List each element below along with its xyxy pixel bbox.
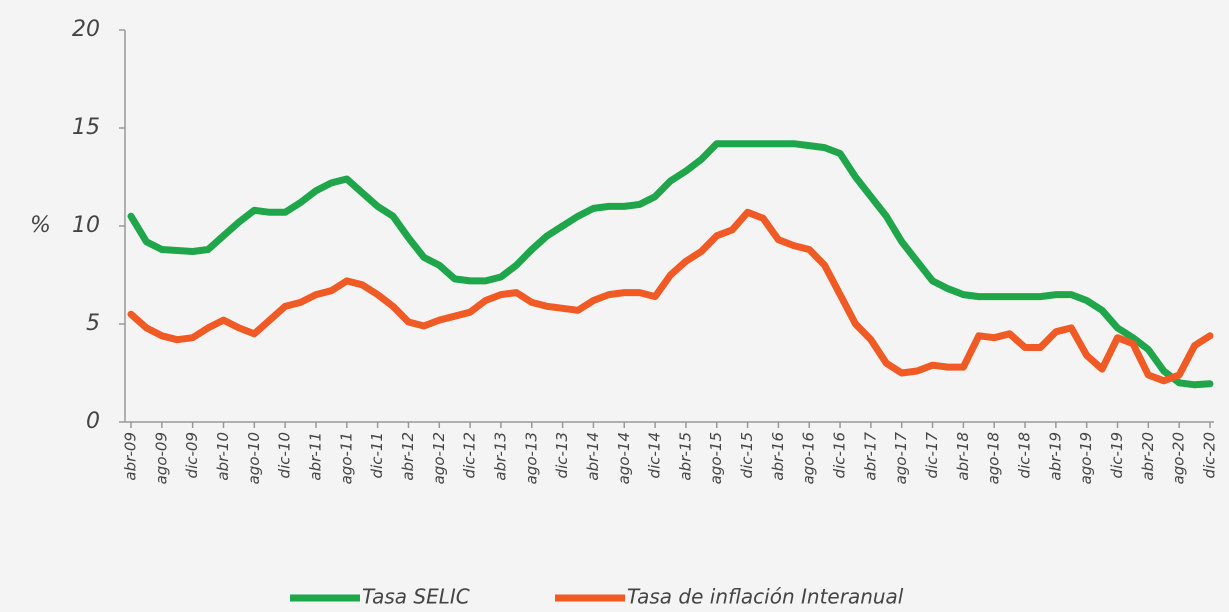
legend-label: Tasa de inflación Interanual (627, 585, 904, 609)
y-tick-label: 10 (72, 213, 100, 238)
x-tick-label: dic-19 (1108, 432, 1126, 478)
x-tick-label: ago-17 (892, 432, 910, 485)
x-tick-label: ago-20 (1170, 432, 1188, 484)
series-line (127, 208, 1214, 385)
x-tick-label: abr-13 (491, 432, 509, 481)
x-tick-label: ago-09 (152, 432, 170, 484)
y-tick-label: 15 (72, 115, 100, 140)
x-tick-label: abr-19 (1046, 432, 1064, 481)
x-tick-label: abr-16 (769, 432, 787, 481)
x-tick-label: dic-11 (368, 432, 386, 478)
x-tick-label: abr-10 (214, 432, 232, 481)
x-tick-label: dic-20 (1201, 432, 1219, 478)
x-tick-label: ago-11 (337, 432, 355, 484)
y-tick-label: 20 (72, 17, 100, 42)
x-tick-label: abr-20 (1139, 432, 1157, 481)
x-tick-label: abr-17 (861, 432, 879, 481)
x-tick-label: ago-14 (615, 432, 633, 484)
x-tick-label: abr-11 (306, 432, 324, 481)
x-tick-label: ago-10 (245, 432, 263, 484)
x-tick-label: abr-12 (399, 432, 417, 481)
x-tick-label: dic-10 (276, 432, 294, 478)
x-tick-label: abr-15 (676, 432, 694, 481)
y-tick-label: 5 (86, 311, 100, 336)
x-tick-label: ago-16 (800, 432, 818, 484)
x-tick-label: ago-13 (522, 432, 540, 484)
x-tick-label: dic-12 (461, 432, 479, 478)
x-tick-label: dic-17 (923, 432, 941, 479)
x-tick-label: abr-09 (122, 432, 140, 481)
x-tick-label: ago-18 (985, 432, 1003, 484)
x-tick-label: dic-15 (738, 432, 756, 478)
x-tick-label: abr-18 (954, 432, 972, 481)
x-tick-label: ago-12 (430, 432, 448, 484)
x-tick-label: dic-16 (831, 432, 849, 478)
y-tick-label: 0 (86, 409, 100, 434)
y-axis-label: % (30, 213, 51, 238)
x-tick-label: dic-13 (553, 432, 571, 478)
series-line (127, 140, 1214, 389)
legend-label: Tasa SELIC (362, 585, 470, 609)
x-tick-label: abr-14 (584, 432, 602, 481)
x-tick-label: dic-18 (1016, 432, 1034, 478)
x-tick-label: ago-15 (707, 432, 725, 484)
x-tick-label: ago-19 (1077, 432, 1095, 484)
x-tick-label: dic-09 (183, 432, 201, 478)
x-tick-label: dic-14 (646, 432, 664, 478)
